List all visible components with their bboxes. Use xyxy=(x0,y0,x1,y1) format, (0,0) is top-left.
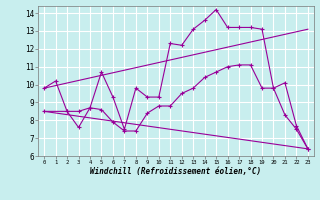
X-axis label: Windchill (Refroidissement éolien,°C): Windchill (Refroidissement éolien,°C) xyxy=(91,167,261,176)
